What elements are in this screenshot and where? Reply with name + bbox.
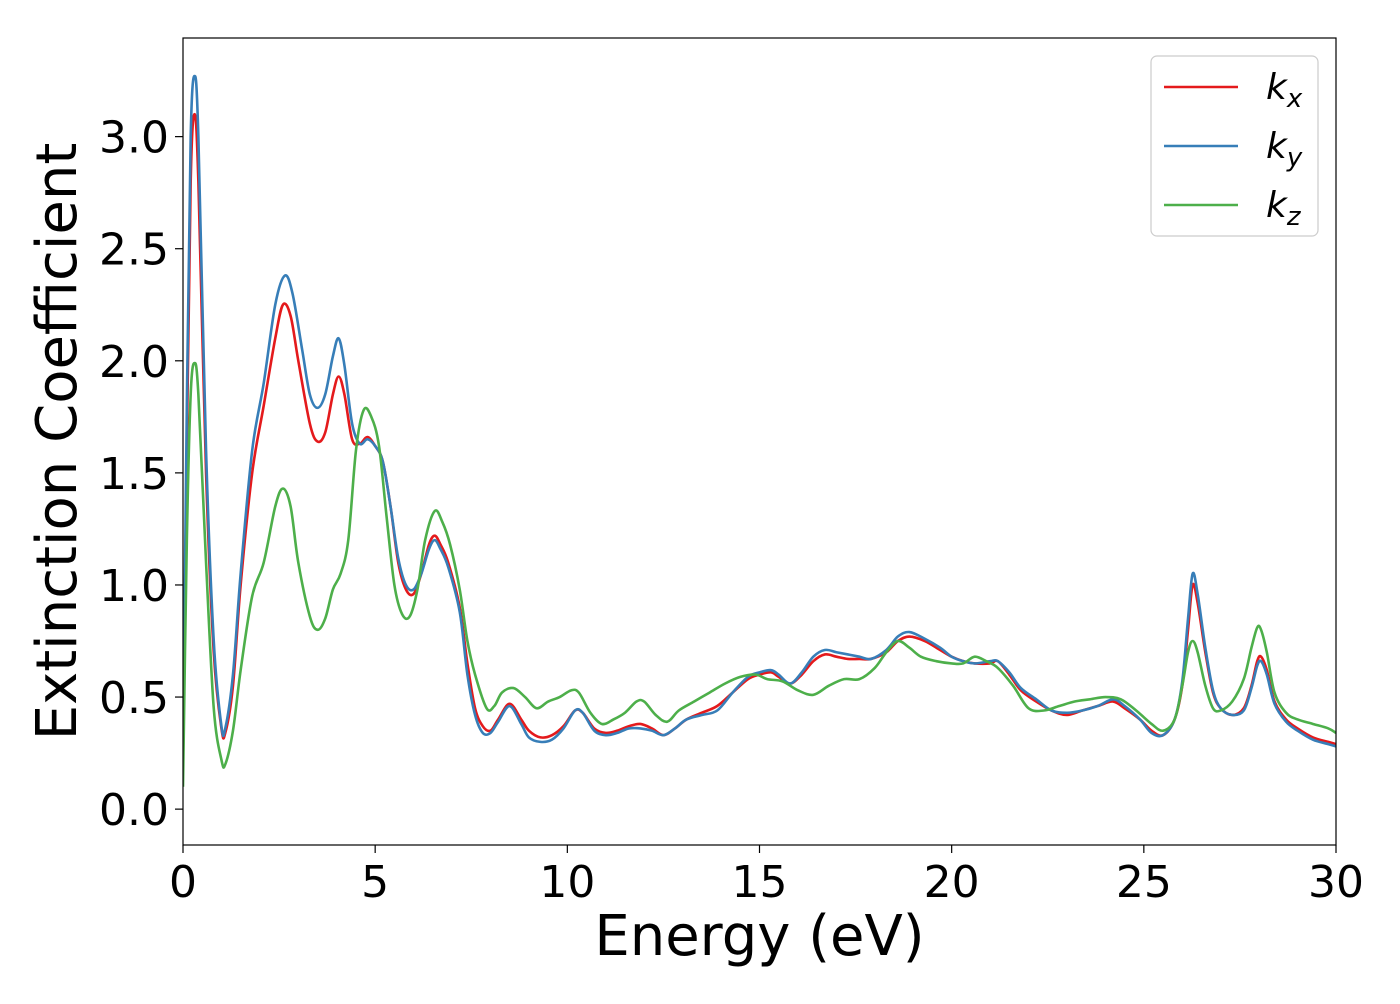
x-tick-label: 10: [539, 857, 595, 908]
y-tick-label: 2.0: [99, 337, 169, 388]
legend: kx ky kz: [1150, 55, 1319, 237]
x-tick-label: 15: [732, 857, 788, 908]
y-tick-label: 0.5: [99, 673, 169, 724]
series-line-kz: [183, 361, 1336, 787]
series-line-ky: [183, 74, 1336, 765]
x-tick-label: 5: [361, 857, 389, 908]
axis-ticks: 0 5 10 15 20 25 30 0.0 0.5 1.0 1.5 2.0 2.5 3.0: [99, 113, 1364, 908]
x-tick-label: 20: [924, 857, 980, 908]
y-axis-title: Extinction Coefficient: [25, 143, 90, 741]
y-tick-label: 1.5: [99, 449, 169, 500]
x-tick-label: 25: [1116, 857, 1172, 908]
legend-label-kz: kz: [1266, 185, 1302, 232]
y-tick-label: 3.0: [99, 113, 169, 164]
x-tick-label: 0: [169, 857, 197, 908]
series-lines: [183, 74, 1336, 787]
x-axis-title: Energy (eV): [594, 904, 924, 969]
x-tick-label: 30: [1308, 857, 1364, 908]
y-tick-label: 1.0: [99, 561, 169, 612]
y-tick-label: 0.0: [99, 785, 169, 836]
y-tick-label: 2.5: [99, 225, 169, 276]
legend-label-kx: kx: [1266, 67, 1303, 114]
legend-label-ky: ky: [1266, 126, 1303, 173]
